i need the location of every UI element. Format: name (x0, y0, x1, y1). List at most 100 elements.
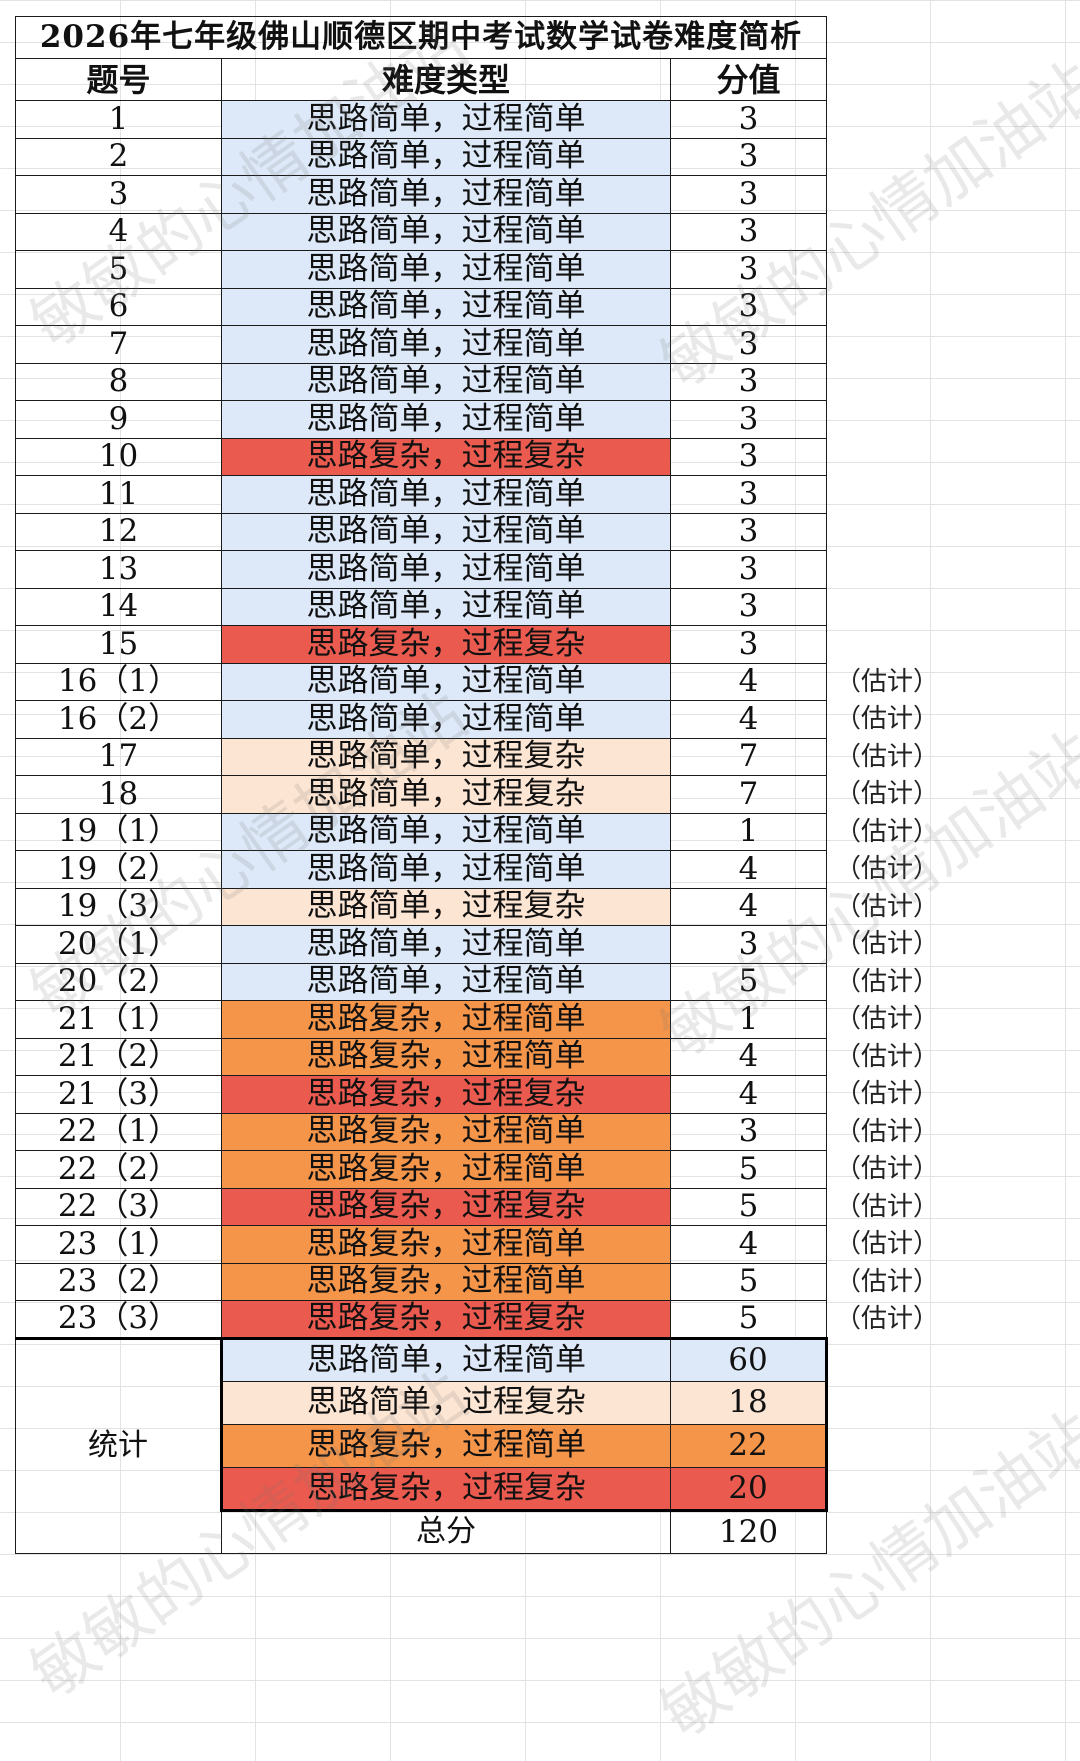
table-row: 22（1） 思路复杂，过程简单 3 （估计） (15, 1112, 952, 1151)
table-row: 22（3） 思路复杂，过程复杂 5 （估计） (15, 1187, 952, 1226)
question-number: 8 (15, 362, 222, 401)
score-value: 5 (670, 1150, 827, 1189)
score-value: 3 (670, 287, 827, 326)
estimate-note: （估计） (835, 1154, 940, 1185)
question-number: 23（2） (15, 1262, 222, 1301)
stats-label: 统计 (15, 1336, 222, 1554)
table-row: 20（2） 思路简单，过程简单 5 （估计） (15, 962, 952, 1001)
question-number: 21（2） (15, 1037, 222, 1076)
score-value: 7 (670, 775, 827, 814)
estimate-note: （估计） (835, 854, 940, 885)
estimate-note (827, 551, 952, 589)
question-number: 15 (15, 625, 222, 664)
score-value: 3 (670, 175, 827, 214)
difficulty-type: 思路简单，过程复杂 (221, 887, 671, 926)
difficulty-type: 思路简单，过程简单 (221, 850, 671, 889)
score-value: 4 (670, 700, 827, 739)
difficulty-table: 2026年七年级佛山顺德区期中考试数学试卷难度简析 题号 难度类型 分值 1 思路… (15, 16, 952, 1554)
difficulty-type: 思路简单，过程简单 (221, 962, 671, 1001)
question-number: 23（3） (15, 1300, 222, 1339)
stats-value: 22 (670, 1423, 828, 1468)
score-value: 3 (670, 550, 827, 589)
table-row: 1 思路简单，过程简单 3 (15, 100, 952, 139)
score-value: 1 (670, 812, 827, 851)
difficulty-type: 思路简单，过程简单 (221, 325, 671, 364)
score-value: 3 (670, 137, 827, 176)
table-row: 11 思路简单，过程简单 3 (15, 475, 952, 514)
score-value: 3 (670, 325, 827, 364)
score-value: 5 (670, 1262, 827, 1301)
estimate-note (827, 176, 952, 214)
question-number: 16（2） (15, 700, 222, 739)
estimate-note (827, 438, 952, 476)
score-value: 3 (670, 512, 827, 551)
score-value: 5 (670, 962, 827, 1001)
question-number: 22（3） (15, 1187, 222, 1226)
score-value: 5 (670, 1300, 827, 1339)
table-row: 4 思路简单，过程简单 3 (15, 212, 952, 251)
estimate-note: （估计） (835, 1041, 940, 1072)
header-number: 题号 (15, 58, 222, 101)
difficulty-type: 思路复杂，过程复杂 (221, 625, 671, 664)
stats-value: 60 (670, 1336, 828, 1382)
question-number: 18 (15, 775, 222, 814)
score-value: 3 (670, 362, 827, 401)
score-value: 3 (670, 250, 827, 289)
difficulty-type: 思路简单，过程简单 (221, 137, 671, 176)
score-value: 3 (670, 925, 827, 964)
estimate-note: （估计） (835, 704, 940, 735)
difficulty-type: 思路复杂，过程复杂 (221, 437, 671, 476)
stats-row: 思路复杂，过程复杂 20 (16, 1466, 952, 1512)
table-row: 10 思路复杂，过程复杂 3 (15, 437, 952, 476)
estimate-note (827, 326, 952, 364)
question-number: 9 (15, 400, 222, 439)
total-label: 总分 (221, 1509, 671, 1554)
question-number: 6 (15, 287, 222, 326)
table-row: 23（1） 思路复杂，过程简单 4 （估计） (15, 1225, 952, 1264)
table-row: 16（2） 思路简单，过程简单 4 （估计） (15, 700, 952, 739)
table-row: 8 思路简单，过程简单 3 (15, 362, 952, 401)
score-value: 4 (670, 662, 827, 701)
difficulty-type: 思路简单，过程简单 (221, 925, 671, 964)
estimate-note: （估计） (835, 666, 940, 697)
total-row: 总分 120 (16, 1509, 952, 1554)
table-row: 19（2） 思路简单，过程简单 4 （估计） (15, 850, 952, 889)
difficulty-type: 思路简单，过程简单 (221, 175, 671, 214)
table-row: 16（1） 思路简单，过程简单 4 （估计） (15, 662, 952, 701)
estimate-note: （估计） (835, 1116, 940, 1147)
score-value: 3 (670, 212, 827, 251)
table-row: 23（2） 思路复杂，过程简单 5 （估计） (15, 1262, 952, 1301)
table-row: 21（2） 思路复杂，过程简单 4 （估计） (15, 1037, 952, 1076)
estimate-note (827, 138, 952, 176)
question-number: 19（2） (15, 850, 222, 889)
question-number: 23（1） (15, 1225, 222, 1264)
estimate-note (827, 213, 952, 251)
table-row: 2 思路简单，过程简单 3 (15, 137, 952, 176)
question-number: 22（2） (15, 1150, 222, 1189)
estimate-note: （估计） (835, 929, 940, 960)
question-number: 16（1） (15, 662, 222, 701)
estimate-note: （估计） (835, 1004, 940, 1035)
estimate-note: （估计） (835, 891, 940, 922)
estimate-note (827, 588, 952, 626)
table-row: 13 思路简单，过程简单 3 (15, 550, 952, 589)
score-value: 3 (670, 475, 827, 514)
estimate-note (827, 288, 952, 326)
estimate-note: （估计） (835, 1304, 940, 1335)
table-row: 12 思路简单，过程简单 3 (15, 512, 952, 551)
estimate-note (827, 101, 952, 139)
question-number: 21（1） (15, 1000, 222, 1039)
table-row: 18 思路简单，过程复杂 7 （估计） (15, 775, 952, 814)
difficulty-type: 思路复杂，过程复杂 (221, 1300, 671, 1339)
header-type: 难度类型 (221, 58, 671, 101)
difficulty-type: 思路简单，过程简单 (221, 662, 671, 701)
score-value: 4 (670, 1037, 827, 1076)
table-row: 21（1） 思路复杂，过程简单 1 （估计） (15, 1000, 952, 1039)
stats-type: 思路复杂，过程复杂 (220, 1466, 671, 1512)
difficulty-type: 思路简单，过程简单 (221, 587, 671, 626)
estimate-note: （估计） (835, 779, 940, 810)
score-value: 3 (670, 100, 827, 139)
difficulty-type: 思路简单，过程简单 (221, 250, 671, 289)
question-number: 19（1） (15, 812, 222, 851)
question-number: 17 (15, 737, 222, 776)
